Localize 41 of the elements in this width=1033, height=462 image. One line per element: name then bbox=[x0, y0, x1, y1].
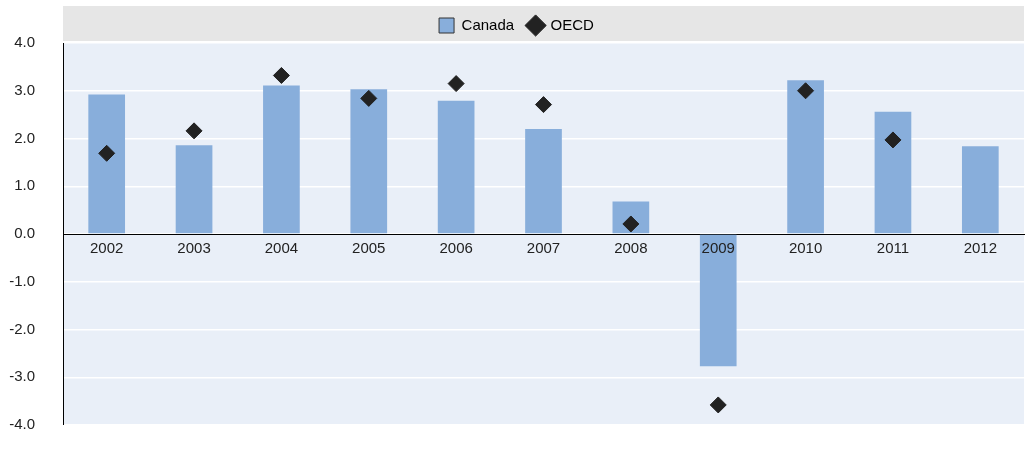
bar bbox=[88, 94, 126, 234]
legend-label: Canada bbox=[461, 15, 515, 33]
x-tick-label: 2009 bbox=[701, 238, 735, 256]
y-tick-label: -3.0 bbox=[9, 367, 35, 385]
point bbox=[884, 131, 902, 149]
x-tick-label: 2006 bbox=[439, 238, 473, 256]
point bbox=[360, 89, 378, 107]
x-tick-label: 2002 bbox=[89, 238, 124, 256]
bar bbox=[961, 146, 999, 234]
y-tick-label: 2.0 bbox=[14, 128, 35, 146]
x-tick-label: 2004 bbox=[264, 238, 299, 256]
x-tick-label: 2007 bbox=[526, 238, 561, 256]
point bbox=[185, 122, 203, 140]
bar bbox=[175, 145, 213, 234]
y-tick-label: 0.0 bbox=[14, 224, 35, 242]
point bbox=[447, 75, 465, 93]
bar bbox=[787, 80, 824, 234]
bar bbox=[437, 100, 475, 234]
x-tick-label: 2005 bbox=[352, 238, 386, 256]
bar bbox=[699, 234, 737, 367]
x-tick-label: 2011 bbox=[876, 238, 910, 256]
point bbox=[535, 96, 552, 114]
x-tick-label: 2003 bbox=[177, 238, 211, 256]
point bbox=[98, 144, 116, 162]
bar bbox=[350, 89, 388, 234]
legend-label: OECD bbox=[550, 15, 595, 33]
y-tick-label: -1.0 bbox=[9, 271, 35, 289]
point bbox=[709, 396, 727, 414]
y-tick-label: 3.0 bbox=[14, 80, 35, 98]
x-tick-label: 2008 bbox=[614, 238, 648, 256]
point bbox=[797, 82, 815, 100]
bar bbox=[525, 128, 562, 234]
x-tick-label: 2010 bbox=[788, 238, 823, 256]
y-tick-label: -4.0 bbox=[9, 415, 35, 433]
x-tick-label: 2012 bbox=[963, 238, 998, 256]
bar bbox=[874, 111, 912, 234]
y-tick-label: 1.0 bbox=[14, 176, 35, 194]
bar bbox=[263, 85, 300, 234]
y-tick-label: -2.0 bbox=[9, 319, 35, 337]
point bbox=[272, 66, 290, 84]
y-tick-label: 4.0 bbox=[14, 33, 35, 51]
